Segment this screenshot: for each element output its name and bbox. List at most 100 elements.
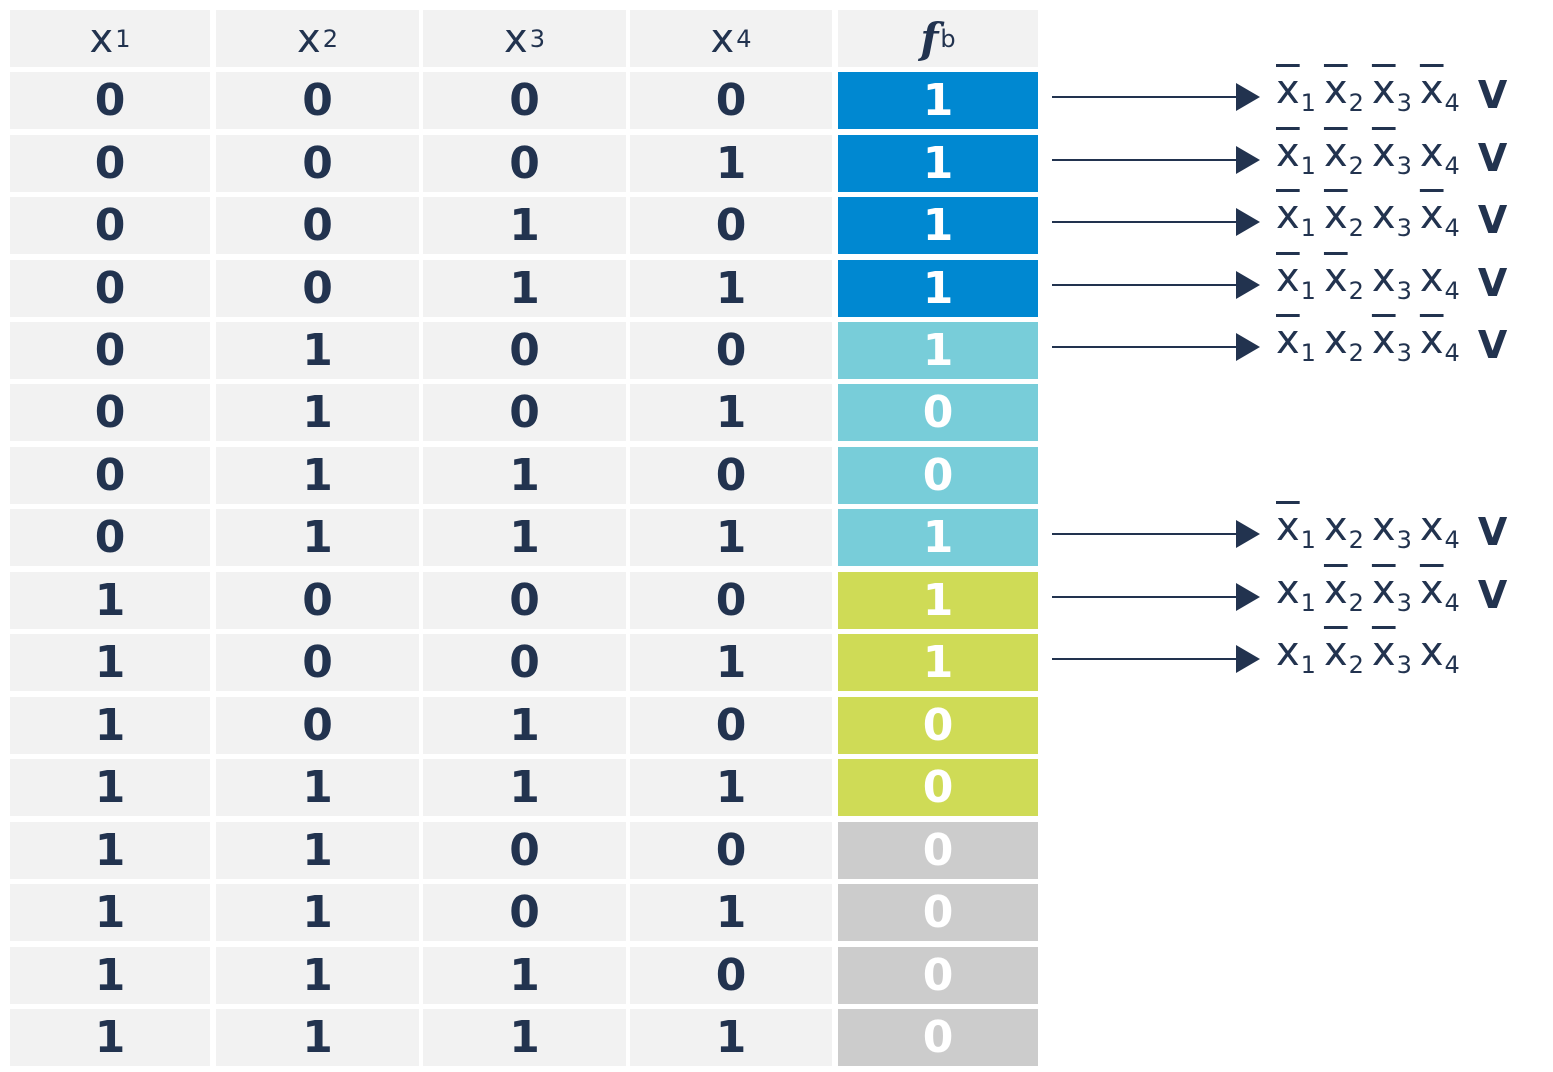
- output-cell: 0: [838, 947, 1038, 1004]
- arrow-head-icon: [1236, 519, 1260, 548]
- arrow-line: [1052, 345, 1238, 348]
- negated-literal: x3: [1372, 317, 1412, 367]
- literal-subscript: 4: [1444, 213, 1460, 242]
- literal-var: x: [1323, 191, 1348, 238]
- or-symbol: V: [1477, 322, 1508, 367]
- output-cell: 1: [838, 260, 1038, 317]
- negated-literal: x4: [1420, 317, 1460, 367]
- literal-subscript: 2: [1348, 338, 1364, 367]
- arrow-head-icon: [1236, 644, 1260, 673]
- literal-subscript: 3: [1396, 650, 1412, 679]
- literal-subscript: 2: [1348, 525, 1364, 554]
- literal-subscript: 4: [1444, 588, 1460, 617]
- literal: x2: [1324, 317, 1364, 367]
- table-cell: 0: [216, 634, 419, 691]
- output-cell: 0: [838, 884, 1038, 941]
- arrow-line: [1052, 283, 1238, 286]
- literal-var: x: [1276, 316, 1300, 363]
- table-cell: 0: [10, 509, 210, 566]
- literal-subscript: 1: [1300, 525, 1316, 554]
- literal-var: x: [1276, 66, 1300, 113]
- output-cell: 1: [838, 72, 1038, 129]
- literal-subscript: 2: [1348, 213, 1364, 242]
- output-cell: 1: [838, 634, 1038, 691]
- output-cell: 1: [838, 572, 1038, 629]
- literal-var: x: [1276, 628, 1300, 675]
- table-cell: 1: [423, 197, 626, 254]
- table-cell: 0: [423, 384, 626, 441]
- literal-subscript: 4: [1444, 650, 1460, 679]
- literal: x3: [1372, 504, 1412, 554]
- negated-literal: x1: [1276, 67, 1316, 117]
- table-cell: 1: [10, 572, 210, 629]
- literal-subscript: 1: [1300, 88, 1316, 117]
- literal-var: x: [1323, 628, 1348, 675]
- table-cell: 0: [630, 197, 832, 254]
- literal: x2: [1324, 504, 1364, 554]
- literal: x1: [1276, 629, 1316, 679]
- header-var: x: [504, 15, 528, 62]
- negated-literal: x4: [1420, 192, 1460, 242]
- output-cell: 0: [838, 384, 1038, 441]
- literal-var: x: [1323, 129, 1348, 176]
- literal-var: x: [1276, 503, 1300, 550]
- table-cell: 1: [423, 260, 626, 317]
- table-cell: 0: [630, 322, 832, 379]
- literal-var: x: [1371, 129, 1396, 176]
- header-var: f: [920, 14, 939, 63]
- table-cell: 1: [216, 1009, 419, 1066]
- minterm: x1 x2 x3 x4 V: [1276, 504, 1507, 554]
- output-cell: 0: [838, 759, 1038, 816]
- table-cell: 1: [216, 384, 419, 441]
- table-cell: 0: [630, 72, 832, 129]
- or-symbol: V: [1477, 260, 1508, 305]
- negated-literal: x4: [1420, 567, 1460, 617]
- minterm: x1 x2 x3 x4 V: [1276, 67, 1507, 117]
- table-cell: 0: [10, 135, 210, 192]
- table-cell: 1: [423, 447, 626, 504]
- negated-literal: x1: [1276, 130, 1316, 180]
- header-subscript: 4: [736, 24, 752, 53]
- header-var: x: [297, 15, 321, 62]
- table-cell: 0: [216, 260, 419, 317]
- table-cell: 1: [216, 822, 419, 879]
- table-cell: 0: [423, 822, 626, 879]
- literal-subscript: 1: [1300, 213, 1316, 242]
- literal-subscript: 4: [1444, 151, 1460, 180]
- table-cell: 1: [216, 509, 419, 566]
- arrow-head-icon: [1236, 270, 1260, 299]
- table-cell: 1: [216, 947, 419, 1004]
- table-cell: 0: [10, 197, 210, 254]
- literal-subscript: 2: [1348, 88, 1364, 117]
- table-cell: 0: [216, 572, 419, 629]
- arrow-head-icon: [1236, 82, 1260, 111]
- literal-var: x: [1419, 628, 1444, 675]
- negated-literal: x1: [1276, 192, 1316, 242]
- table-cell: 1: [10, 947, 210, 1004]
- table-cell: 1: [630, 509, 832, 566]
- header-subscript: 3: [529, 24, 545, 53]
- literal-subscript: 1: [1300, 151, 1316, 180]
- negated-literal: x2: [1324, 192, 1364, 242]
- output-cell: 1: [838, 135, 1038, 192]
- minterm: x1 x2 x3 x4 V: [1276, 130, 1507, 180]
- literal-subscript: 2: [1348, 650, 1364, 679]
- literal-var: x: [1419, 254, 1444, 301]
- table-cell: 1: [216, 447, 419, 504]
- table-cell: 0: [630, 947, 832, 1004]
- table-cell: 1: [423, 947, 626, 1004]
- literal-subscript: 1: [1300, 588, 1316, 617]
- table-cell: 1: [216, 884, 419, 941]
- negated-literal: x2: [1324, 130, 1364, 180]
- table-cell: 1: [423, 509, 626, 566]
- literal-var: x: [1419, 503, 1444, 550]
- literal-var: x: [1371, 316, 1396, 363]
- negated-literal: x2: [1324, 255, 1364, 305]
- table-cell: 1: [630, 260, 832, 317]
- arrow-head-icon: [1236, 582, 1260, 611]
- table-cell: 0: [423, 72, 626, 129]
- arrow-line: [1052, 532, 1238, 535]
